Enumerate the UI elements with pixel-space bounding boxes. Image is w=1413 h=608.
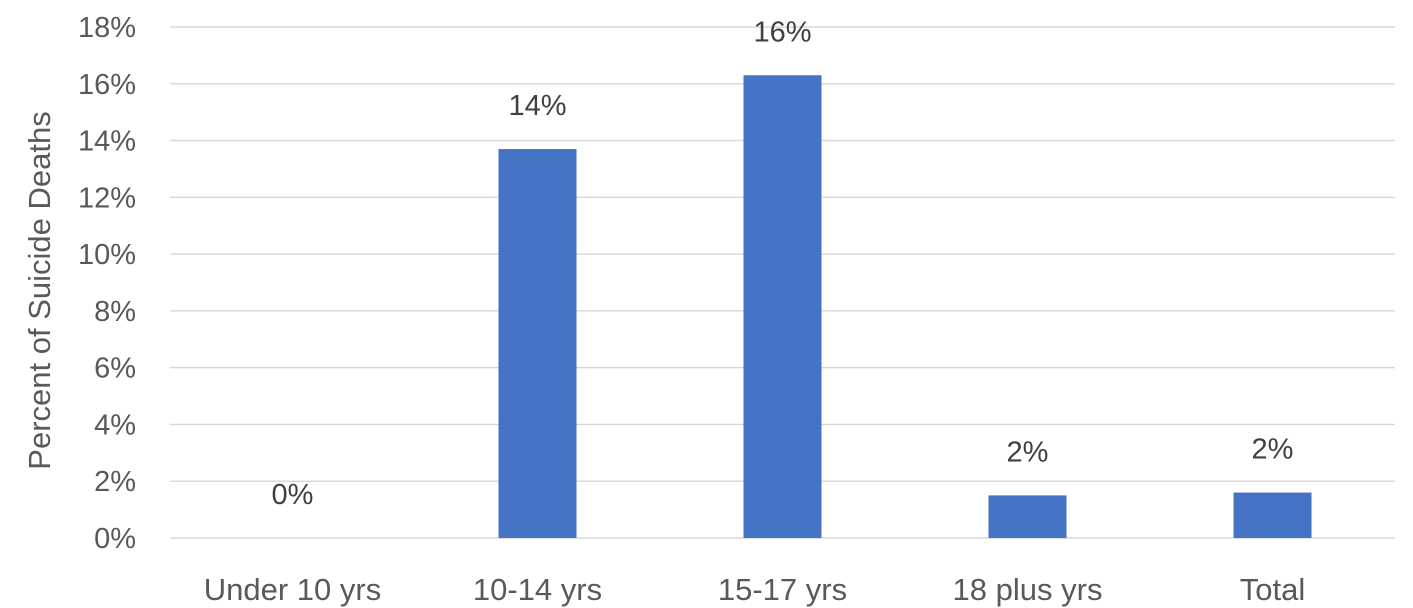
bar <box>743 75 822 538</box>
bar <box>498 149 577 539</box>
bar <box>988 495 1067 538</box>
y-tick-label: 6% <box>94 353 136 385</box>
data-label: 16% <box>753 16 811 48</box>
x-category-label: 18 plus yrs <box>953 572 1103 607</box>
x-category-label: 15-17 yrs <box>718 572 847 607</box>
y-tick-label: 0% <box>94 523 136 555</box>
data-labels: 0% 14% 16% 2% 2% <box>272 16 1294 511</box>
bar <box>1233 492 1312 538</box>
y-tick-label: 16% <box>78 69 136 101</box>
y-tick-label: 14% <box>78 126 136 158</box>
y-axis-ticks: 0% 2% 4% 6% 8% 10% 12% 14% 16% 18% <box>78 12 136 555</box>
x-category-label: Total <box>1240 572 1305 607</box>
y-tick-label: 18% <box>78 12 136 44</box>
x-category-label: 10-14 yrs <box>473 572 602 607</box>
y-tick-label: 4% <box>94 409 136 441</box>
y-tick-label: 2% <box>94 466 136 498</box>
y-tick-label: 12% <box>78 182 136 214</box>
data-label: 14% <box>508 90 566 122</box>
x-category-label: Under 10 yrs <box>204 572 381 607</box>
y-tick-label: 8% <box>94 296 136 328</box>
data-label: 2% <box>1007 436 1049 468</box>
data-label: 2% <box>1252 434 1294 466</box>
x-axis-categories: Under 10 yrs 10-14 yrs 15-17 yrs 18 plus yr… <box>204 572 1305 607</box>
y-tick-label: 10% <box>78 239 136 271</box>
data-label: 0% <box>272 479 314 511</box>
bars <box>498 75 1312 539</box>
y-axis-title: Percent of Suicide Deaths <box>22 111 57 469</box>
